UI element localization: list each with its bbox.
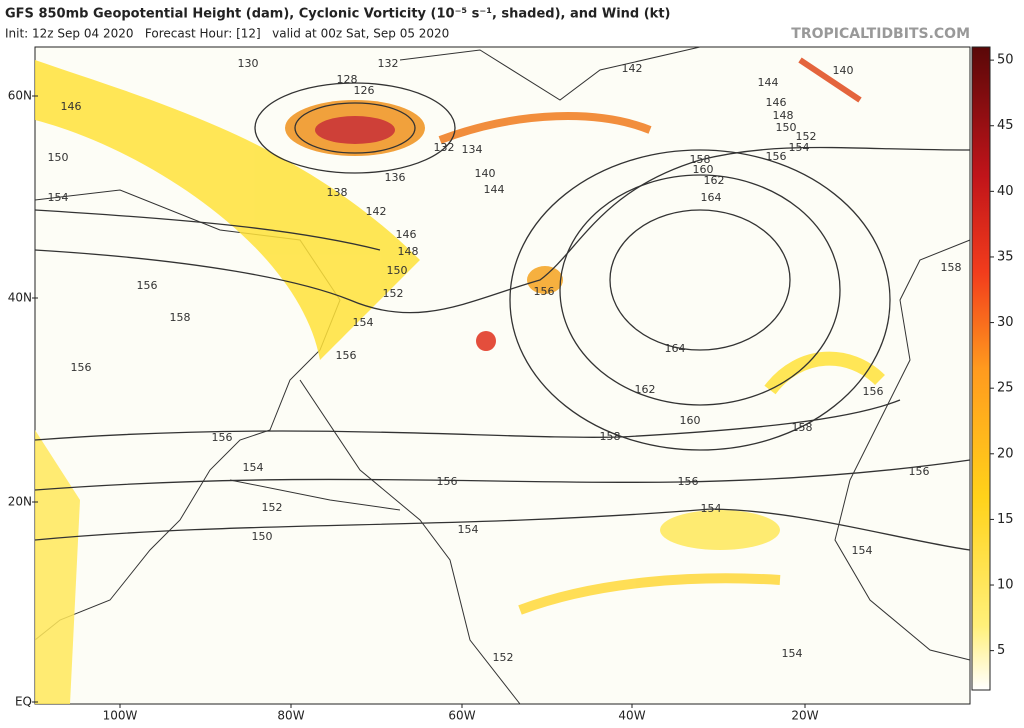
contour-label: 156 (437, 475, 458, 488)
contour-label: 150 (387, 264, 408, 277)
lon-label: 20W (791, 709, 818, 723)
colorbar-label: 20 (997, 446, 1014, 461)
contour-label: 140 (833, 64, 854, 77)
contour-label: 158 (792, 421, 813, 434)
contour-label: 156 (863, 385, 884, 398)
contour-label: 156 (71, 361, 92, 374)
contour-label: 154 (48, 191, 69, 204)
contour-label: 130 (238, 57, 259, 70)
lon-label: 60W (448, 709, 475, 723)
contour-label: 140 (475, 167, 496, 180)
contour-label: 156 (137, 279, 158, 292)
contour-label: 144 (484, 183, 505, 196)
contour-label: 132 (434, 141, 455, 154)
contour-label: 146 (61, 100, 82, 113)
contour-label: 150 (776, 121, 797, 134)
contour-label: 136 (385, 171, 406, 184)
colorbar-label: 15 (997, 512, 1014, 527)
contour-label: 152 (383, 287, 404, 300)
colorbar-label: 35 (997, 249, 1014, 264)
lon-label: 80W (277, 709, 304, 723)
contour-label: 154 (782, 647, 803, 660)
contour-label: 158 (690, 153, 711, 166)
lat-label: EQ (15, 695, 32, 709)
lon-label: 40W (618, 709, 645, 723)
contour-label: 162 (704, 174, 725, 187)
contour-label: 126 (354, 84, 375, 97)
contour-label: 152 (262, 501, 283, 514)
contour-label: 158 (941, 261, 962, 274)
contour-label: 164 (701, 191, 722, 204)
vorticity-shading (35, 57, 885, 704)
colorbar (971, 46, 991, 691)
contour-label: 156 (212, 431, 233, 444)
contour-label: 150 (48, 151, 69, 164)
contour-label: 142 (622, 62, 643, 75)
contour-label: 150 (252, 530, 273, 543)
contour-label: 154 (353, 316, 374, 329)
colorbar-label: 30 (997, 315, 1014, 330)
contour-label: 156 (678, 475, 699, 488)
colorbar-label: 25 (997, 381, 1014, 396)
contour-label: 146 (396, 228, 417, 241)
contour-label: 144 (758, 76, 779, 89)
colorbar-label: 5 (997, 643, 1005, 658)
contour-label: 146 (766, 96, 787, 109)
contour-label: 160 (693, 163, 714, 176)
lon-label: 100W (103, 709, 138, 723)
subtitle: Init: 12z Sep 04 2020 Forecast Hour: [12… (5, 27, 449, 41)
contour-label: 132 (378, 57, 399, 70)
colorbar-label: 40 (997, 184, 1014, 199)
contour-label: 154 (701, 502, 722, 515)
contour-label: 142 (366, 205, 387, 218)
contour-label: 156 (534, 285, 555, 298)
contour-label: 154 (852, 544, 873, 557)
contour-label: 152 (493, 651, 514, 664)
contour-label: 156 (766, 150, 787, 163)
contour-label: 164 (665, 342, 686, 355)
site-name: TROPICALTIDBITS.COM (791, 26, 970, 42)
contour-label: 160 (680, 414, 701, 427)
colorbar-label: 50 (997, 53, 1014, 68)
colorbar-label: 10 (997, 578, 1014, 593)
contour-label: 148 (773, 109, 794, 122)
contour-label: 162 (635, 383, 656, 396)
lat-label: 40N (8, 291, 32, 305)
lat-label: 60N (8, 89, 32, 103)
contour-label: 158 (600, 430, 621, 443)
contour-label: 134 (462, 143, 483, 156)
contour-label: 148 (398, 245, 419, 258)
contour-label: 154 (789, 141, 810, 154)
contour-label: 138 (327, 186, 348, 199)
height-contours (34, 82, 971, 551)
contour-label: 154 (243, 461, 264, 474)
lat-label: 20N (8, 495, 32, 509)
contour-label: 128 (337, 73, 358, 86)
contour-label: 158 (170, 311, 191, 324)
contour-label: 156 (909, 465, 930, 478)
contour-label: 154 (458, 523, 479, 536)
contour-label: 156 (336, 349, 357, 362)
colorbar-label: 45 (997, 118, 1014, 133)
title: GFS 850mb Geopotential Height (dam), Cyc… (5, 7, 671, 22)
contour-label: 152 (796, 130, 817, 143)
